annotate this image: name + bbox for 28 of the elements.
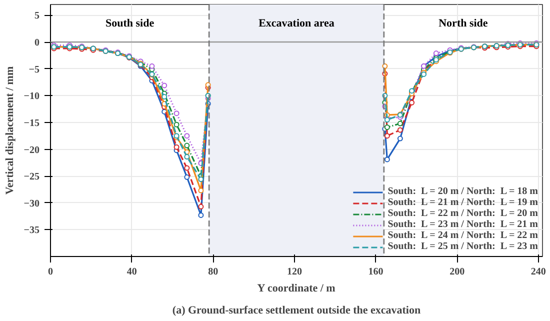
annotation: South side bbox=[105, 17, 154, 30]
legend-label: South: L = 22 m / North: L = 20 m bbox=[388, 208, 538, 219]
y-tick-label: −35 bbox=[24, 225, 40, 236]
x-tick-label: 160 bbox=[368, 266, 384, 278]
y-axis-title: Vertical displacement / mm bbox=[4, 66, 16, 195]
text: (a) Ground-surface settlement outside the excavation bbox=[172, 304, 421, 316]
y-tick-label: −20 bbox=[24, 144, 40, 156]
annotation: North side bbox=[438, 17, 488, 30]
legend-label: South: L = 24 m / North: L = 22 m bbox=[388, 230, 538, 241]
y-tick-label: −5 bbox=[28, 64, 40, 76]
annotation: Excavation area bbox=[258, 17, 335, 30]
legend-label: South: L = 21 m / North: L = 19 m bbox=[388, 197, 538, 208]
y-tick-label: −15 bbox=[24, 118, 40, 129]
x-tick-label: 120 bbox=[286, 266, 302, 278]
y-tick-label: 5 bbox=[34, 10, 40, 22]
y-tick-label: −25 bbox=[24, 172, 40, 183]
legend-label: South: L = 23 m / North: L = 21 m bbox=[388, 219, 538, 230]
y-tick-label: 0 bbox=[34, 38, 40, 49]
x-tick-label: 0 bbox=[48, 266, 53, 278]
legend-label: South: L = 20 m / North: L = 18 m bbox=[388, 186, 538, 197]
x-tick-label: 200 bbox=[450, 266, 465, 278]
x-tick-label: 240 bbox=[530, 266, 546, 278]
y-tick-label: −10 bbox=[24, 91, 40, 102]
x-axis-title: Y coordinate / m bbox=[257, 282, 336, 294]
x-tick-label: 40 bbox=[126, 266, 137, 278]
legend-label: South: L = 25 m / North: L = 23 m bbox=[388, 241, 538, 252]
y-tick-label: −30 bbox=[24, 198, 40, 210]
x-tick-label: 80 bbox=[208, 266, 218, 278]
